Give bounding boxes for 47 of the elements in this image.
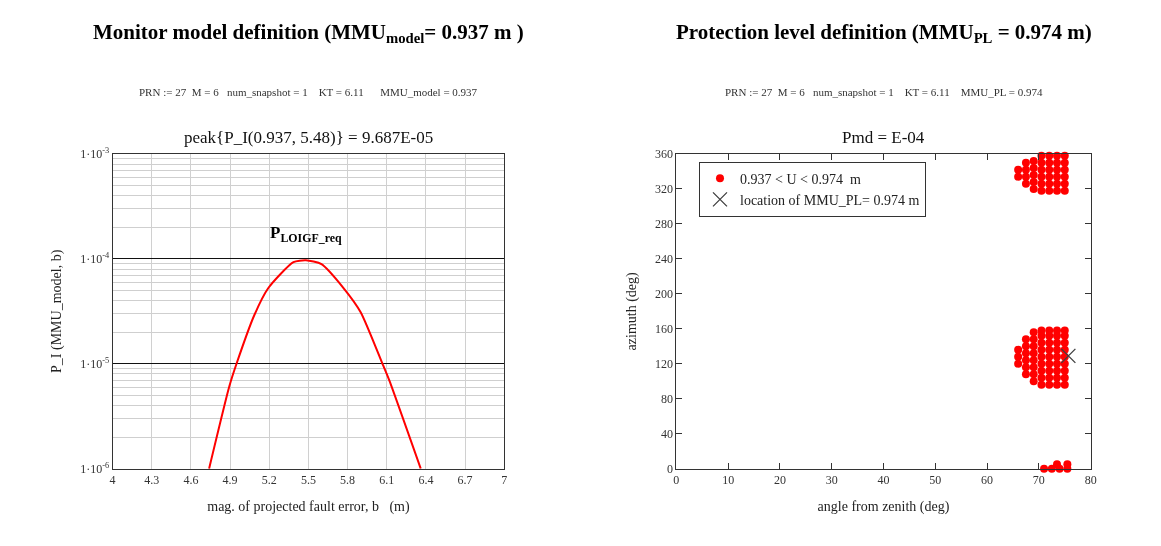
y-tick-label: 1·10$^{-4}$ [80,251,111,267]
legend-label: 0.937 < U < 0.974 m [739,171,861,187]
text: Pmd = E-04 [842,128,925,147]
y-tick-label: 280 [654,217,673,232]
x-tick-label: 6.7 [457,473,473,488]
y-tick-label: 160 [654,322,673,337]
y-tick-label: 1·10$^{-5}$ [80,355,110,371]
x-tick-label: 4.9 [222,473,238,488]
y-tick-label: 360 [654,147,673,162]
text: peak{P_I(0.937, 5.48)} = 9.687E-05 [184,128,434,147]
line-series [208,259,422,469]
x-tick-label: 4.6 [183,473,199,488]
y-axis-title: azimuth (deg) [623,271,640,351]
x-tick-label: 70 [1032,473,1045,488]
y-tick-label: 1·10$^{-3}$ [80,146,110,162]
x-tick-label: 6.4 [418,473,434,488]
x-tick-label: 10 [722,473,735,488]
y-tick-label: 1·10$^{-6}$ [80,460,110,476]
y-tick-label: 80 [660,391,673,406]
x-tick-label: 30 [825,473,838,488]
legend-label: location of MMU_PL= 0.974 m [739,192,920,208]
y-axis-title: P_I (MMU_model, b) [48,249,65,373]
x-tick-label: 5.8 [340,473,356,488]
x-tick-label: 6.1 [379,473,395,488]
x-tick-label: 80 [1084,473,1097,488]
x-tick-label: 5.5 [300,473,316,488]
chart-title: Protection level definition (MMU$_{PL}$ = 0.974 m) [676,20,1092,47]
x-tick-label: 7 [501,473,508,488]
y-tick-label: 320 [654,182,673,197]
x-axis-title: angle from zenith (deg) [817,499,950,516]
y-tick-label: 200 [654,287,673,302]
x-tick-label: 4.3 [144,473,160,488]
x-tick-label: 60 [981,473,994,488]
x-tick-label: 50 [929,473,942,488]
x-tick-label: 20 [773,473,786,488]
x-tick-label: 5.2 [261,473,277,488]
chart-title: Monitor model definition (MMU$_{model}$= 0.937 m ) [93,20,524,47]
y-tick-label: 40 [660,426,673,441]
x-tick-label: 4 [109,473,116,488]
y-tick-label: 240 [654,252,673,267]
x-axis-title: mag. of projected fault error, b (m) [207,499,410,516]
y-tick-label: 120 [654,356,673,371]
chart-subtitle: PRN := 27 M = 6 num_snapshot = 1 KT = 6.11 MMU_PL = 0.974 [725,86,1044,98]
annotation: P$_{LOIGF_req}$ [270,223,342,245]
chart-subtitle: PRN := 27 M = 6 num_snapshot = 1 KT = 6.11 MMU_model = 0.937 [139,86,478,98]
x-tick-label: 40 [877,473,890,488]
y-tick-label: 0 [666,461,673,476]
